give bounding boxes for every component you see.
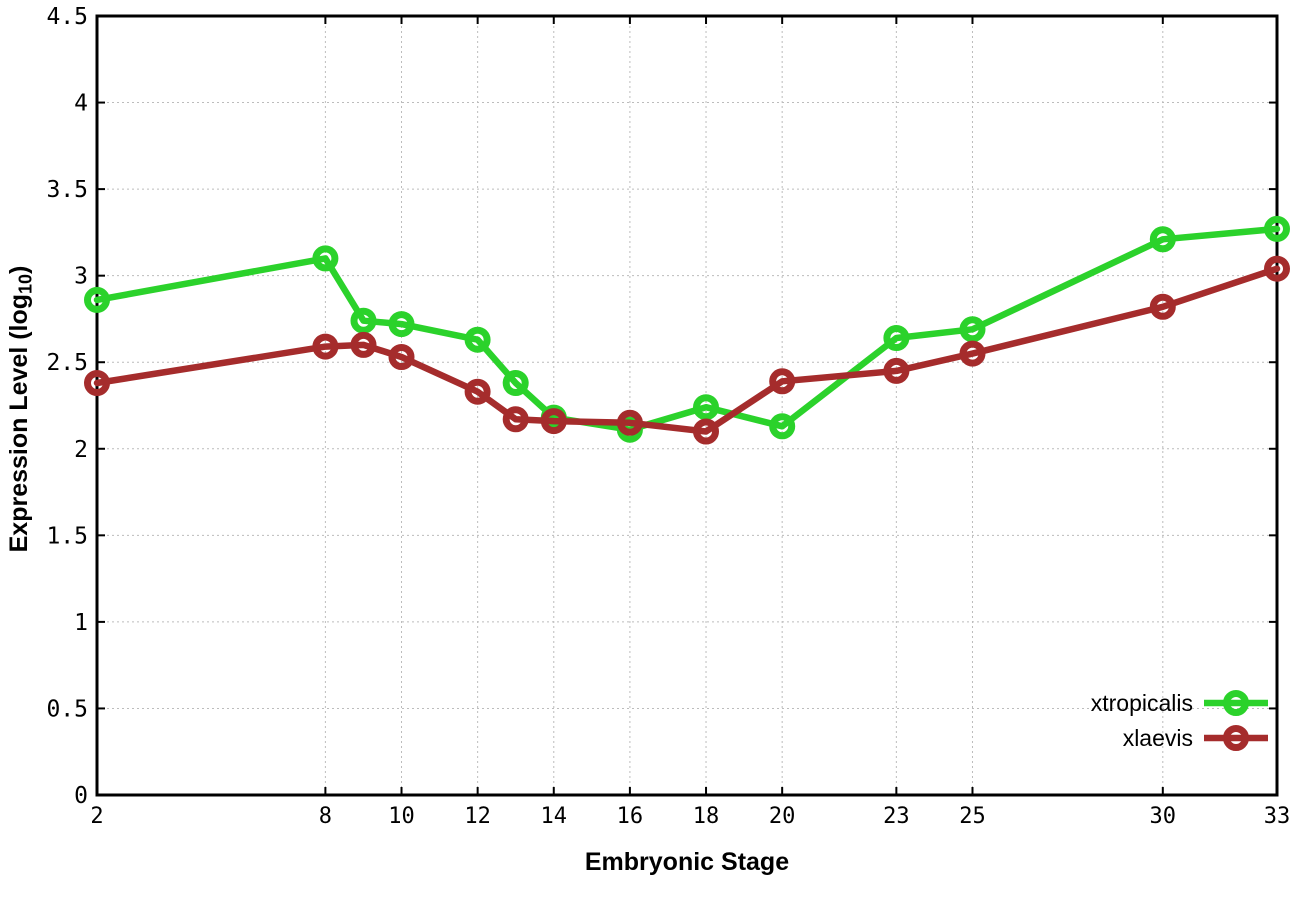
y-axis-title-suffix: )	[5, 265, 33, 274]
x-tick-label: 14	[541, 804, 568, 829]
data-point-xlaevis	[693, 418, 719, 445]
data-point-xtropicalis	[959, 316, 986, 343]
x-tick-label: 12	[464, 804, 491, 829]
data-point-xlaevis	[312, 333, 339, 360]
data-point-xlaevis	[1264, 255, 1290, 282]
x-tick-label: 18	[693, 804, 720, 829]
y-axis-title-subscript: 10	[15, 273, 36, 294]
y-tick-label: 3.5	[46, 177, 88, 203]
data-point-xlaevis	[1149, 293, 1176, 320]
y-axis-title: Expression Level (log10)	[5, 219, 39, 599]
data-point-xtropicalis	[769, 413, 796, 440]
x-axis-title: Embryonic Stage	[584, 848, 790, 876]
data-point-xtropicalis	[502, 370, 529, 396]
legend-sample-line-xtropicalis	[1204, 690, 1268, 716]
data-point-xlaevis	[769, 368, 796, 395]
data-point-xtropicalis	[350, 307, 377, 334]
y-tick-label: 1.5	[46, 523, 88, 549]
y-tick-label: 4	[74, 91, 88, 117]
y-tick-label: 0.5	[46, 696, 88, 722]
data-point-xtropicalis	[464, 326, 491, 353]
legend: xtropicalis xlaevis	[1091, 688, 1268, 753]
x-tick-label: 33	[1264, 804, 1291, 829]
x-tick-label: 10	[388, 804, 415, 829]
data-point-xlaevis	[84, 370, 110, 396]
plot-border	[95, 14, 1279, 797]
data-point-xtropicalis	[84, 286, 110, 313]
data-point-xlaevis	[464, 378, 491, 405]
x-tick-label: 2	[90, 804, 103, 829]
data-point-xtropicalis	[312, 245, 339, 272]
data-point-xlaevis	[540, 408, 567, 435]
y-tick-label: 3	[74, 264, 88, 290]
data-point-xtropicalis	[1149, 226, 1176, 253]
data-point-xlaevis	[388, 344, 415, 370]
x-tick-label: 30	[1150, 804, 1177, 829]
data-point-xtropicalis	[388, 311, 415, 338]
x-tick-label: 23	[883, 804, 910, 829]
y-tick-label: 0	[74, 783, 88, 809]
legend-entry-xlaevis: xlaevis	[1123, 723, 1268, 753]
y-tick-label: 1	[74, 610, 88, 636]
data-point-xtropicalis	[693, 394, 719, 421]
data-point-xlaevis	[959, 340, 986, 367]
legend-sample-line-xlaevis	[1204, 725, 1268, 751]
x-tick-label: 25	[959, 804, 986, 829]
series-line-xtropicalis	[93, 225, 1281, 433]
x-tick-label: 20	[769, 804, 796, 829]
data-point-xlaevis	[883, 357, 910, 384]
data-point-xlaevis	[502, 406, 529, 433]
y-tick-label: 2	[74, 437, 88, 463]
data-point-xtropicalis	[1264, 215, 1290, 242]
legend-label-xtropicalis: xtropicalis	[1090, 690, 1193, 716]
data-point-xlaevis	[616, 409, 643, 436]
legend-label-xlaevis: xlaevis	[1122, 725, 1193, 751]
open-circle-marker-icon	[1223, 725, 1249, 751]
y-axis-title-text: Expression Level (log	[5, 293, 33, 553]
y-tick-label: 2.5	[46, 350, 88, 376]
data-point-xtropicalis	[883, 325, 910, 351]
legend-entry-xtropicalis: xtropicalis	[1091, 688, 1268, 718]
open-circle-marker-icon	[1223, 690, 1249, 716]
data-point-xlaevis	[350, 331, 377, 358]
series-line-xlaevis	[93, 265, 1281, 435]
x-tick-label: 16	[617, 804, 644, 829]
y-tick-label: 4.5	[46, 4, 88, 30]
x-tick-label: 8	[319, 804, 332, 829]
